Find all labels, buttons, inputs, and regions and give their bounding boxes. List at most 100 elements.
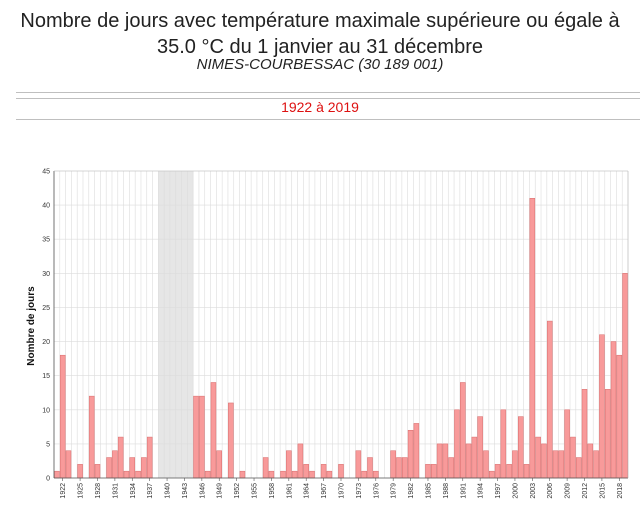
y-tick-label: 40 <box>42 203 50 210</box>
bar <box>529 198 536 479</box>
bar <box>54 470 60 479</box>
x-tick-label: 1943 <box>182 483 189 499</box>
bar <box>228 402 234 479</box>
x-tick-label: 1940 <box>165 483 172 499</box>
bar <box>593 450 599 479</box>
y-tick-label: 20 <box>42 339 50 346</box>
y-tick-label: 45 <box>42 169 50 176</box>
x-tick-label: 1973 <box>356 483 363 499</box>
x-tick-label: 1925 <box>78 483 85 499</box>
bar <box>65 450 72 479</box>
bar <box>575 457 582 479</box>
y-tick-label: 30 <box>42 271 50 278</box>
bar <box>141 457 147 479</box>
period-label: 1922 à 2019 <box>281 99 359 115</box>
bar <box>442 443 449 479</box>
y-tick-label: 5 <box>46 441 50 448</box>
x-tick-label: 1934 <box>130 483 137 499</box>
bar <box>373 470 379 479</box>
bar <box>77 464 83 479</box>
bar <box>622 273 628 479</box>
divider <box>16 119 640 120</box>
bar <box>216 450 222 479</box>
bar <box>326 470 333 479</box>
bar <box>303 464 309 479</box>
x-tick-label: 2003 <box>530 483 537 499</box>
x-tick-label: 1931 <box>112 483 119 499</box>
bar <box>291 470 298 479</box>
bar <box>546 320 553 479</box>
x-tick-label: 1979 <box>391 483 398 499</box>
x-tick-label: 2012 <box>582 483 589 499</box>
y-tick-label: 15 <box>42 373 50 380</box>
x-tick-label: 1961 <box>286 483 293 499</box>
bar <box>112 450 118 479</box>
divider <box>16 92 640 93</box>
y-axis-label: Nombre de jours <box>26 286 37 366</box>
divider <box>16 98 640 99</box>
x-tick-label: 2000 <box>512 483 519 499</box>
bar <box>286 450 292 479</box>
x-tick-label: 2006 <box>547 483 554 499</box>
bar <box>402 457 408 479</box>
bar <box>448 457 454 479</box>
bar <box>494 464 501 479</box>
bar <box>135 470 141 479</box>
x-tick-label: 1997 <box>495 483 502 499</box>
bar <box>517 416 524 479</box>
station-subtitle: NIMES-COURBESSAC (30 189 001) <box>196 56 444 73</box>
x-tick-label: 1937 <box>147 483 154 499</box>
y-tick-label: 35 <box>42 237 50 244</box>
bar <box>454 409 460 479</box>
bar <box>587 443 594 479</box>
title-line-2: 35.0 °C du 1 janvier au 31 décembre <box>157 36 483 58</box>
bar <box>564 409 570 479</box>
bar <box>407 429 414 479</box>
bar <box>262 457 269 479</box>
x-tick-label: 1946 <box>199 483 206 499</box>
title-line-1: Nombre de jours avec température maximal… <box>20 10 620 32</box>
x-tick-label: 1958 <box>269 483 276 499</box>
bar <box>599 334 605 479</box>
x-tick-label: 1970 <box>339 483 346 499</box>
x-tick-label: 2015 <box>599 483 606 499</box>
chart-title: Nombre de jours avec température maximal… <box>0 8 640 60</box>
bar <box>512 450 518 479</box>
bar <box>123 470 130 479</box>
bar <box>431 464 437 479</box>
bar <box>129 457 136 479</box>
bar <box>604 389 611 479</box>
plot-area: 0 5 10 15 20 25 30 35 40 45 1922 1925 1928 1931 1934 19… <box>42 169 629 499</box>
bar <box>117 436 124 479</box>
x-tick-label: 1976 <box>373 483 380 499</box>
x-tick-label: 1988 <box>443 483 450 499</box>
bar-chart: 0 5 10 15 20 25 30 35 40 45 1922 1925 1928 1931 1934 19… <box>26 169 629 499</box>
bar <box>280 470 286 479</box>
y-tick-label: 0 <box>46 476 50 483</box>
bar <box>477 416 483 479</box>
bar <box>610 341 617 479</box>
bar <box>413 423 420 479</box>
bar <box>535 436 541 479</box>
bar <box>425 464 431 479</box>
bar <box>616 354 623 479</box>
header-panel <box>16 0 640 90</box>
bar <box>199 395 205 479</box>
x-tick-label: 1928 <box>95 483 102 499</box>
x-tick-label: 1922 <box>60 483 67 499</box>
bar <box>361 470 367 479</box>
bar <box>309 470 315 479</box>
bar <box>436 443 443 479</box>
bar <box>204 470 211 479</box>
plot-background <box>54 171 628 478</box>
bar <box>106 457 112 479</box>
bar <box>506 464 512 479</box>
bar <box>320 464 327 479</box>
bar <box>500 409 507 479</box>
bar <box>268 470 275 479</box>
y-tick-label: 10 <box>42 407 50 414</box>
bar <box>239 470 246 479</box>
bar <box>581 389 588 479</box>
x-tick-label: 1964 <box>304 483 311 499</box>
bar <box>338 464 344 479</box>
